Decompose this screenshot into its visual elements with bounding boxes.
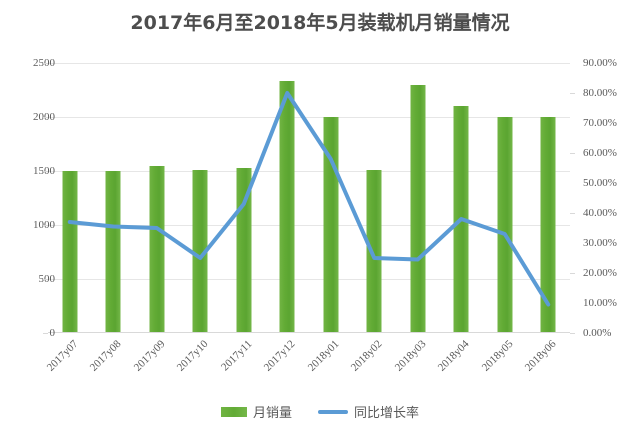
chart-title: 2017年6月至2018年5月装载机月销量情况: [130, 12, 510, 34]
y2-axis-tick-label: 30.00%: [583, 237, 617, 249]
x-axis-baseline: [48, 332, 570, 333]
x-axis-tick-label: 2017y12: [262, 338, 298, 374]
gridlines: [48, 63, 570, 333]
y-axis-tick-label: 1500: [33, 165, 55, 177]
y2-axis-tick-mark: [570, 213, 575, 214]
y-axis-tick-label: 500: [38, 273, 56, 285]
x-axis-tick-label: 2017y08: [88, 338, 124, 374]
bar[interactable]: [105, 171, 121, 333]
legend-line-swatch-icon: [318, 409, 348, 414]
y-axis-tick-mark: [43, 171, 48, 172]
bar[interactable]: [540, 117, 556, 333]
legend-label-growth-rate: 同比增长率: [354, 406, 420, 421]
legend-bar-swatch-icon: [220, 406, 247, 417]
bar[interactable]: [366, 169, 382, 333]
y-axis-tick-label: 1000: [33, 219, 55, 231]
y-axis-tick-mark: [43, 279, 48, 280]
gridline: [48, 171, 570, 172]
y-axis-tick-mark: [43, 117, 48, 118]
x-axis-tick-label: 2018y05: [479, 338, 516, 374]
bar[interactable]: [192, 169, 208, 333]
y2-axis-tick-mark: [570, 153, 575, 154]
line-series-growth-rate: [67, 91, 551, 307]
y2-axis-tick-label: 40.00%: [583, 207, 617, 219]
y-axis-tick-label: 2500: [33, 57, 55, 69]
y2-axis-tick-label: 50.00%: [583, 177, 617, 189]
x-axis-tick-label: 2018y02: [349, 338, 385, 374]
y2-axis-tick-label: 90.00%: [583, 57, 617, 69]
gridline: [48, 279, 570, 280]
y-axis-tick-label: 0: [49, 327, 56, 339]
bar[interactable]: [410, 84, 426, 333]
y2-axis-tick-label: 0.00%: [583, 327, 612, 339]
bar[interactable]: [497, 117, 513, 333]
gridline: [48, 63, 570, 64]
y-axis-tick-mark: [43, 225, 48, 226]
legend-label-monthly-sales: 月销量: [252, 406, 292, 421]
y2-axis-tick-label: 70.00%: [583, 117, 617, 129]
chart-legend: 月销量 同比增长率: [0, 402, 640, 421]
bar[interactable]: [149, 166, 165, 333]
y-axis-tick-mark: [43, 63, 48, 64]
y2-axis-tick-label: 60.00%: [583, 147, 617, 159]
x-axis-tick-label: 2017y09: [131, 338, 168, 374]
bar[interactable]: [62, 171, 78, 333]
y2-axis-tick-mark: [570, 93, 575, 94]
y2-axis-tick-mark: [570, 273, 575, 274]
y-axis-tick-mark: [43, 333, 48, 334]
x-axis-tick-label: 2017y11: [218, 338, 255, 374]
y-axis-tick-label: 2000: [33, 111, 55, 123]
gridline: [48, 225, 570, 226]
legend-item-growth-rate[interactable]: 同比增长率: [318, 402, 419, 421]
plot-area: [48, 63, 570, 333]
y2-axis-tick-label: 80.00%: [583, 87, 617, 99]
bar[interactable]: [279, 81, 295, 333]
x-axis-tick-label: 2018y04: [436, 338, 472, 374]
y2-axis-tick-label: 10.00%: [583, 297, 617, 309]
x-axis-tick-label: 2018y03: [392, 338, 429, 374]
y2-axis-tick-mark: [570, 333, 575, 334]
growth-rate-line[interactable]: [67, 91, 551, 307]
legend-item-monthly-sales[interactable]: 月销量: [220, 402, 292, 421]
x-axis-tick-label: 2017y10: [175, 338, 211, 374]
x-axis-labels: 2017y07 2017y08 2017y09 2017y10 2017y11 2017y…: [45, 334, 570, 394]
x-axis-tick-label: 2018y01: [305, 338, 342, 374]
y2-axis-tick-label: 20.00%: [583, 267, 617, 279]
gridline: [48, 117, 570, 118]
x-axis-tick-label: 2018y06: [523, 338, 559, 374]
x-axis-tick-label: 2017y07: [44, 338, 81, 374]
